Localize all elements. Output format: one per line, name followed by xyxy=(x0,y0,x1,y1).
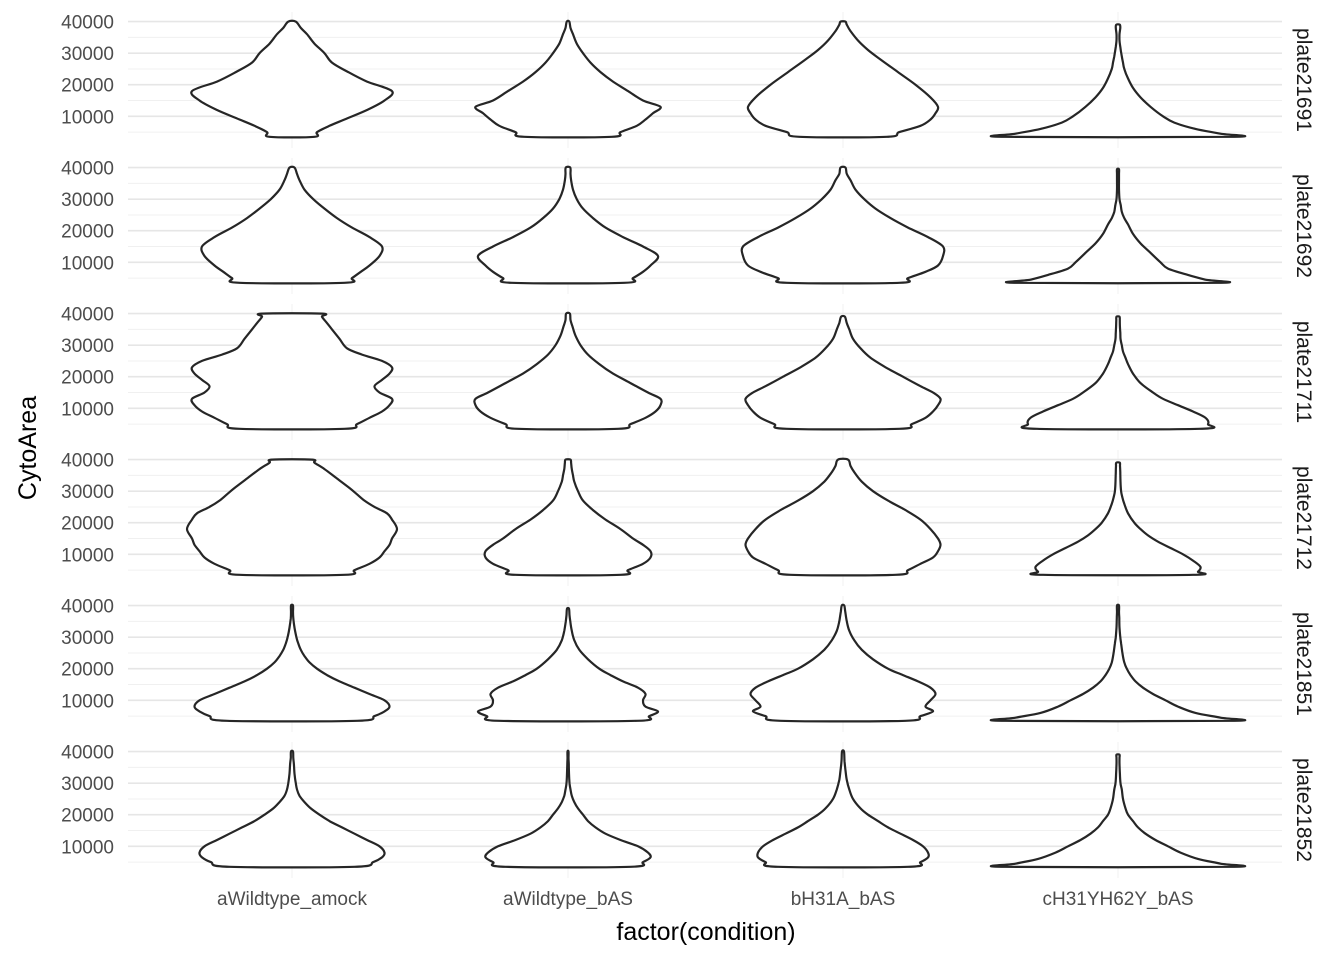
y-tick-label-plate21711: 20000 xyxy=(61,368,114,389)
y-tick-labels: 10000 20000 30000 40000 10000 20000 30000 40000… xyxy=(61,13,114,859)
violin-plate21712-aWildtype_amock xyxy=(185,458,399,577)
violin-plate21851-cH31YH62Y_bAS xyxy=(989,603,1247,723)
violin-plate21691-cH31YH62Y_bAS xyxy=(989,23,1247,139)
violin-plate21851-aWildtype_bAS xyxy=(476,606,660,723)
y-tick-label-plate21692: 20000 xyxy=(61,222,114,243)
y-tick-label-plate21712: 10000 xyxy=(61,545,114,566)
facet-label-plate21851: plate21851 xyxy=(1292,612,1315,716)
facet-label-plate21712: plate21712 xyxy=(1292,466,1315,570)
violin-plate21852-aWildtype_amock xyxy=(198,749,386,869)
violin-plate21692-aWildtype_bAS xyxy=(476,165,660,285)
x-tick-label-aWildtype_amock: aWildtype_amock xyxy=(217,889,367,910)
y-tick-label-plate21691: 20000 xyxy=(61,76,114,97)
y-tick-label-plate21852: 20000 xyxy=(61,806,114,827)
y-tick-label-plate21691: 30000 xyxy=(61,44,114,65)
violin-plate21711-aWildtype_bAS xyxy=(473,311,663,431)
x-axis-title: factor(condition) xyxy=(616,918,795,946)
y-tick-label-plate21851: 40000 xyxy=(61,597,114,618)
violin-plate21852-cH31YH62Y_bAS xyxy=(989,753,1247,869)
y-tick-label-plate21691: 40000 xyxy=(61,13,114,34)
y-tick-label-plate21852: 40000 xyxy=(61,743,114,764)
violin-plate21691-aWildtype_bAS xyxy=(474,19,662,139)
violin-plate21712-cH31YH62Y_bAS xyxy=(1029,461,1207,577)
violin-plate21711-aWildtype_amock xyxy=(190,312,394,431)
facet-label-plate21691: plate21691 xyxy=(1292,28,1315,132)
y-tick-label-plate21692: 10000 xyxy=(61,253,114,274)
violin-plate21712-aWildtype_bAS xyxy=(483,458,653,577)
x-tick-label-cH31YH62Y_bAS: cH31YH62Y_bAS xyxy=(1042,889,1193,910)
violin-plate21851-aWildtype_amock xyxy=(193,603,391,723)
facet-label-plate21692: plate21692 xyxy=(1292,174,1315,278)
y-tick-label-plate21692: 40000 xyxy=(61,159,114,180)
y-tick-label-plate21852: 30000 xyxy=(61,774,114,795)
violin-plate21852-bH31A_bAS xyxy=(756,749,930,869)
facet-label-plate21711: plate21711 xyxy=(1292,321,1315,423)
y-tick-label-plate21852: 10000 xyxy=(61,837,114,858)
y-tick-label-plate21851: 10000 xyxy=(61,691,114,712)
facet-strip-labels: plate21691 plate21692 plate21711 plate21712… xyxy=(1292,28,1315,862)
y-tick-label-plate21712: 30000 xyxy=(61,482,114,503)
facet-label-plate21852: plate21852 xyxy=(1292,758,1315,862)
y-tick-label-plate21851: 20000 xyxy=(61,660,114,681)
y-axis-title: CytoArea xyxy=(14,396,42,500)
violin-plate21692-aWildtype_amock xyxy=(200,165,384,285)
violin-plate21691-aWildtype_amock xyxy=(190,19,394,139)
y-tick-label-plate21692: 30000 xyxy=(61,190,114,211)
x-tick-label-aWildtype_bAS: aWildtype_bAS xyxy=(503,889,633,910)
x-tick-labels: aWildtype_amock aWildtype_bAS bH31A_bAS cH3… xyxy=(217,889,1194,910)
violin-plate21852-aWildtype_bAS xyxy=(484,749,652,869)
y-tick-label-plate21712: 20000 xyxy=(61,514,114,535)
violin-plate21691-bH31A_bAS xyxy=(746,20,940,139)
violin-layer xyxy=(185,19,1247,869)
y-tick-label-plate21711: 40000 xyxy=(61,305,114,326)
violin-plate21711-cH31YH62Y_bAS xyxy=(1020,315,1216,431)
y-tick-label-plate21711: 10000 xyxy=(61,399,114,420)
violin-plate21712-bH31A_bAS xyxy=(744,457,942,577)
violin-plate21851-bH31A_bAS xyxy=(749,603,937,723)
x-tick-label-bH31A_bAS: bH31A_bAS xyxy=(791,889,896,910)
y-tick-label-plate21711: 30000 xyxy=(61,336,114,357)
violin-plate21692-bH31A_bAS xyxy=(740,165,946,285)
violin-plate21711-bH31A_bAS xyxy=(744,314,942,431)
violin-plate21692-cH31YH62Y_bAS xyxy=(1005,167,1231,285)
grid-layer xyxy=(128,12,1282,878)
y-tick-label-plate21851: 30000 xyxy=(61,628,114,649)
y-tick-label-plate21712: 40000 xyxy=(61,451,114,472)
y-tick-label-plate21691: 10000 xyxy=(61,107,114,128)
